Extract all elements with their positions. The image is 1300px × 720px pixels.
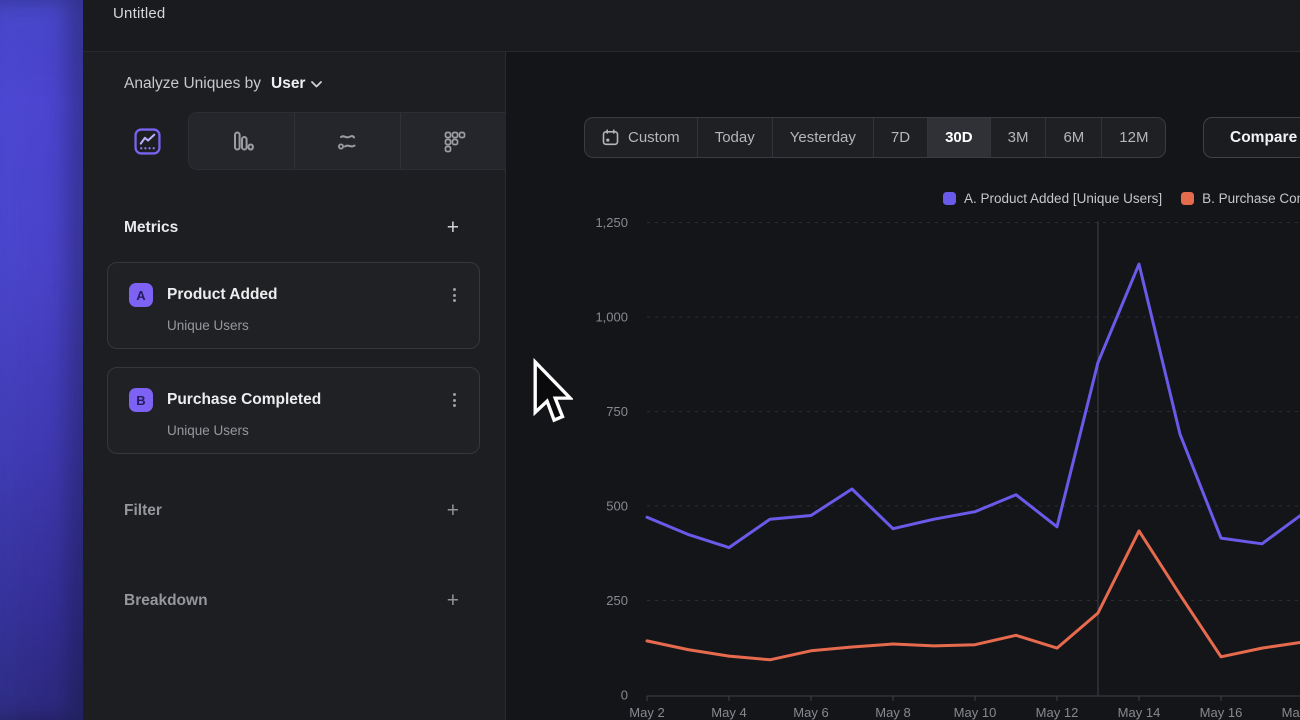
x-axis-tick-label: May 18	[1282, 705, 1300, 720]
line-chart-icon	[134, 128, 161, 155]
x-axis-tick-label: May 10	[954, 705, 997, 720]
chart-type-tabs	[188, 112, 506, 170]
chevron-down-icon	[311, 81, 322, 88]
x-axis-tick-label: May 6	[793, 705, 828, 720]
y-axis-tick-label: 750	[606, 404, 628, 419]
x-axis-tick-label: May 12	[1036, 705, 1079, 720]
y-axis-tick-label: 500	[606, 499, 628, 514]
analyze-row: Analyze Uniques by User	[124, 72, 322, 96]
add-breakdown-button[interactable]: +	[445, 591, 461, 611]
x-axis-tick-label: May 8	[875, 705, 910, 720]
y-axis-tick-label: 250	[606, 593, 628, 608]
kebab-menu-icon[interactable]	[447, 285, 461, 305]
window-edge-gradient	[0, 0, 83, 720]
x-axis-tick-label: May 14	[1118, 705, 1161, 720]
analytics-app-window: { "window": { "title": "Untitled" }, "si…	[0, 0, 1300, 720]
x-axis-tick-label: May 4	[711, 705, 746, 720]
y-axis-tick-label: 1,250	[595, 215, 628, 230]
metric-measure: Unique Users	[167, 318, 249, 333]
metric-card[interactable]: A Product Added Unique Users	[107, 262, 480, 349]
query-sidebar: Analyze Uniques by User	[83, 52, 506, 720]
tab-bar-funnel[interactable]	[189, 113, 295, 169]
filter-label: Filter	[124, 502, 162, 520]
analyze-label: Analyze Uniques by	[124, 75, 261, 93]
series-line[interactable]	[647, 264, 1300, 547]
add-filter-button[interactable]: +	[445, 501, 461, 521]
y-axis-tick-label: 1,000	[595, 310, 628, 325]
bar-funnel-icon	[229, 128, 255, 154]
tab-retention-grid[interactable]	[401, 113, 506, 169]
tab-flows[interactable]	[295, 113, 401, 169]
metric-badge: B	[129, 388, 153, 412]
metrics-header-row: Metrics +	[124, 215, 461, 241]
line-chart: 0 250 500 750 1,000 1,250 May 2 May 4 May 6 May 8…	[506, 0, 1300, 720]
series-line[interactable]	[647, 531, 1300, 660]
retention-grid-icon	[440, 128, 467, 155]
metrics-label: Metrics	[124, 219, 178, 237]
kebab-menu-icon[interactable]	[447, 390, 461, 410]
breakdown-row: Breakdown +	[124, 588, 461, 614]
document-title[interactable]: Untitled	[113, 5, 165, 22]
analyze-by-dropdown[interactable]: User	[271, 75, 322, 93]
metric-measure: Unique Users	[167, 423, 249, 438]
x-axis-tick-label: May 2	[629, 705, 664, 720]
metric-name: Purchase Completed	[167, 391, 321, 409]
breakdown-label: Breakdown	[124, 592, 208, 610]
flows-icon	[334, 128, 361, 155]
analyze-by-value: User	[271, 75, 305, 93]
x-axis-tick-label: May 16	[1200, 705, 1243, 720]
tab-line-chart[interactable]	[107, 112, 188, 170]
metric-name: Product Added	[167, 286, 278, 304]
metric-card[interactable]: B Purchase Completed Unique Users	[107, 367, 480, 454]
add-metric-button[interactable]: +	[445, 218, 461, 238]
filter-row: Filter +	[124, 498, 461, 524]
metric-badge: A	[129, 283, 153, 307]
y-axis-tick-label: 0	[621, 688, 628, 703]
